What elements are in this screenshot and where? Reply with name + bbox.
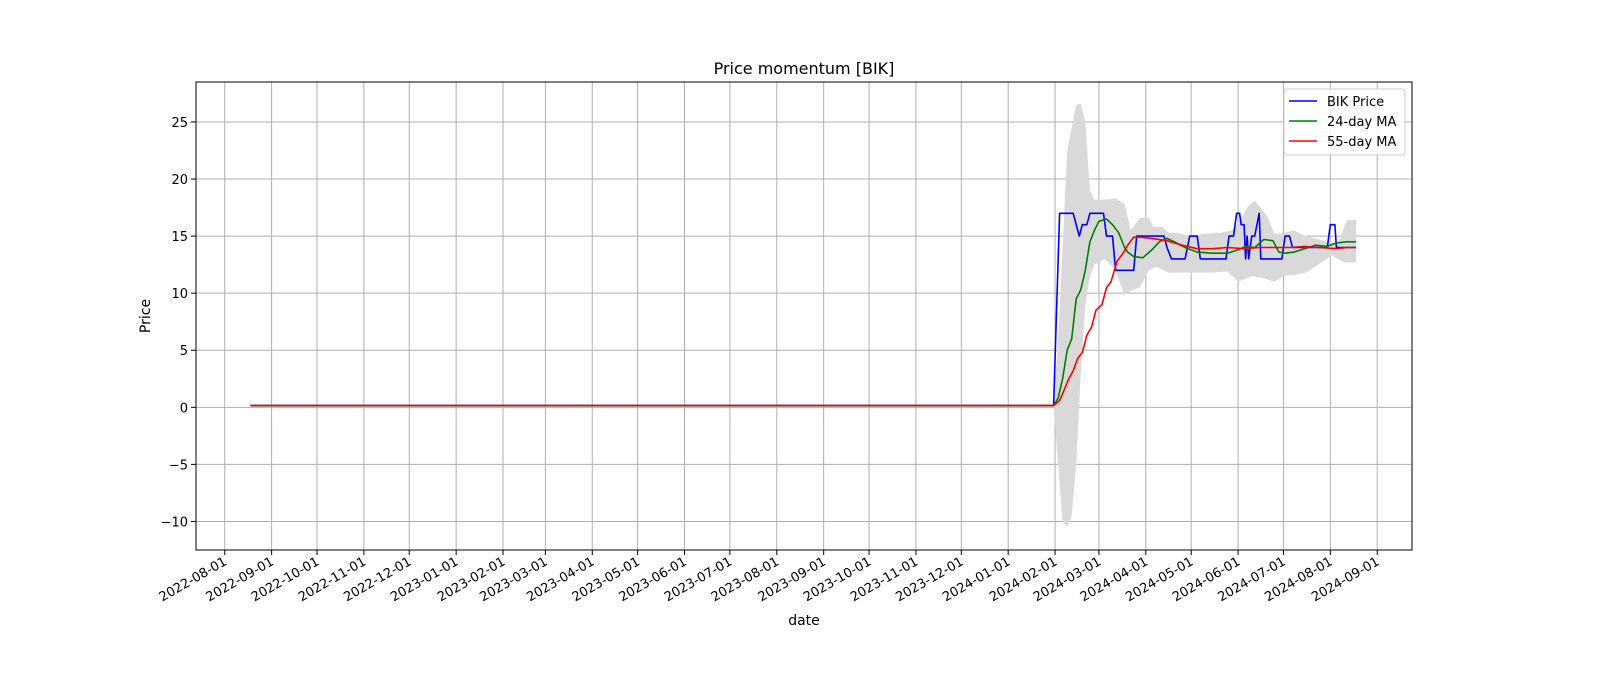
y-tick-label: −10: [161, 515, 188, 530]
y-axis-title: Price: [138, 299, 154, 333]
y-tick-label: 5: [180, 344, 188, 359]
volatility-band: [250, 103, 1356, 528]
legend-label: 55-day MA: [1327, 135, 1396, 150]
series-line-24-day-ma: [250, 218, 1356, 407]
series-line-bik-price: [250, 212, 1356, 407]
legend-box: [1283, 88, 1406, 156]
legend-label: 24-day MA: [1327, 115, 1396, 130]
chart-title: Price momentum [BIK]: [714, 59, 895, 78]
y-tick-label: 10: [171, 287, 188, 302]
y-tick-label: 20: [171, 173, 188, 188]
series-line-55-day-ma: [250, 236, 1356, 407]
y-tick-label: 15: [171, 230, 188, 245]
plot-frame: [195, 81, 1413, 551]
y-axis-ticks: −10 −5 0 5 10 15 20 25: [161, 116, 196, 530]
legend-label: BIK Price: [1327, 95, 1384, 110]
series-lines: [250, 212, 1356, 407]
y-tick-label: −5: [169, 458, 188, 473]
grid: [196, 82, 1412, 550]
y-tick-label: 0: [180, 401, 188, 416]
std-band: [250, 103, 1356, 528]
x-axis-title: date: [788, 613, 820, 629]
legend: BIK Price 24-day MA 55-day MA: [1283, 88, 1406, 156]
y-tick-label: 25: [171, 116, 188, 131]
